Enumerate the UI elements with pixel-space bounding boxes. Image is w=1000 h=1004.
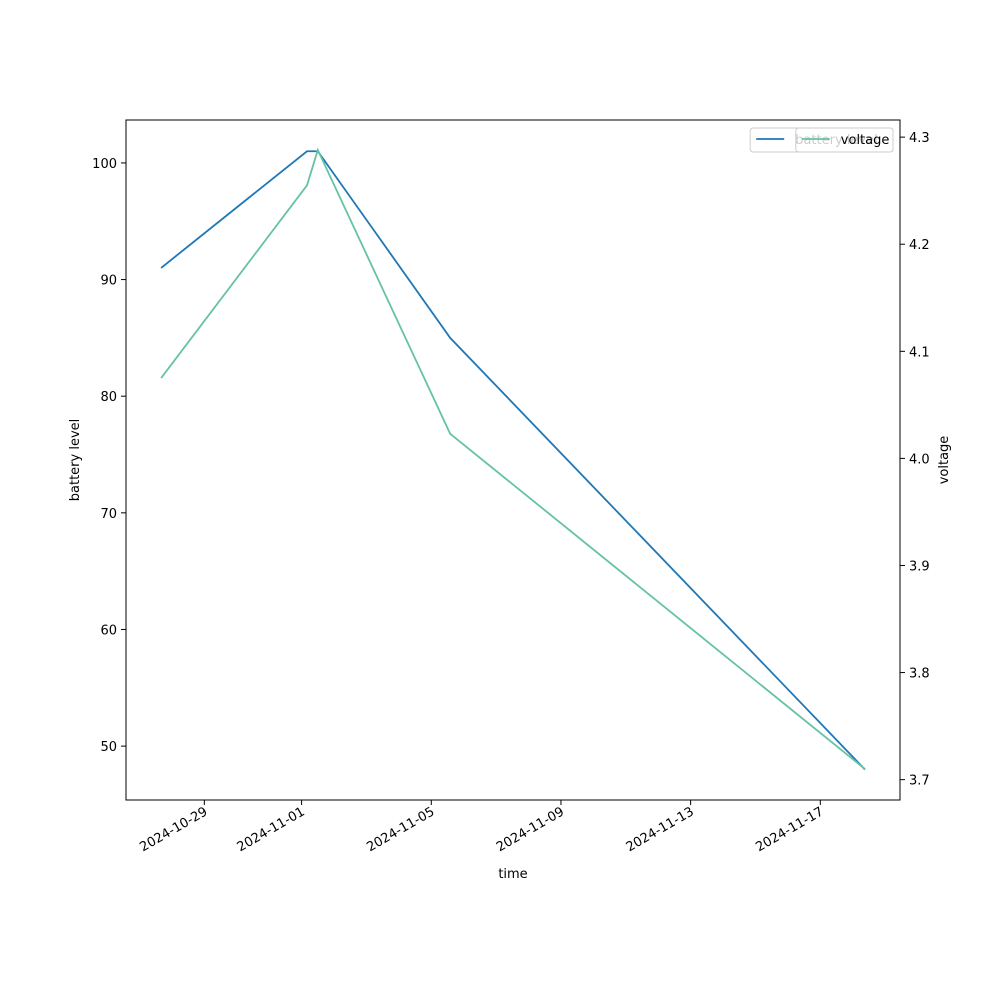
y2-tick-label: 3.7: [909, 774, 930, 789]
y2-tick-label: 4.0: [909, 452, 930, 467]
y2-tick-label: 3.8: [909, 667, 930, 682]
y-tick-label: 80: [100, 390, 117, 405]
y-tick-label: 90: [100, 274, 117, 289]
y-tick-label: 50: [100, 740, 117, 755]
x-axis-label: time: [498, 867, 527, 882]
y-axis-label: battery level: [68, 419, 83, 502]
legend-box: [795, 127, 894, 153]
plot-frame: [125, 119, 901, 801]
y2-tick-label: 4.2: [909, 238, 930, 253]
y2-tick-label: 4.3: [909, 131, 930, 146]
y-tick-label: 100: [92, 157, 117, 172]
legend-label: voltage: [841, 133, 890, 148]
y-tick-label: 60: [100, 623, 117, 638]
y2-tick-label: 4.1: [909, 345, 930, 360]
y-tick-label: 70: [100, 507, 117, 522]
y2-axis-label: voltage: [937, 436, 952, 485]
line-series: [160, 147, 866, 770]
y2-tick-label: 3.9: [909, 559, 930, 574]
